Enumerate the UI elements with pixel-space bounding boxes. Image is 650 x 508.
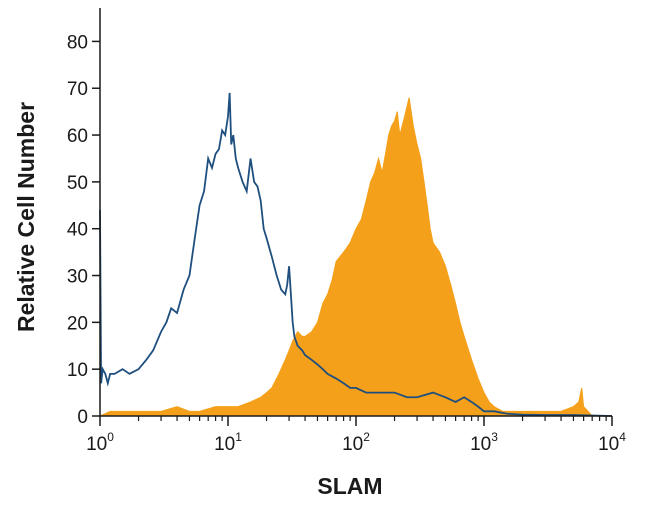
y-tick-label: 30 <box>67 267 88 288</box>
x-tick-label: 101 <box>214 430 242 455</box>
y-tick-label: 70 <box>67 79 88 100</box>
y-tick-label: 60 <box>67 126 88 147</box>
y-tick-label: 20 <box>67 313 88 334</box>
x-axis-title: SLAM <box>317 473 382 499</box>
x-tick-label: 103 <box>470 430 498 455</box>
x-tick-label: 100 <box>86 430 114 455</box>
y-tick-label: 10 <box>67 360 88 381</box>
y-tick-label: 50 <box>67 173 88 194</box>
plot-series <box>99 92 613 417</box>
outline-histogram-series <box>99 92 613 417</box>
x-tick-label: 102 <box>342 430 370 455</box>
y-tick-label: 80 <box>67 32 88 53</box>
filled-histogram-series <box>99 97 612 417</box>
y-tick-label: 40 <box>67 220 88 241</box>
y-axis-title: Relative Cell Number <box>13 102 39 332</box>
x-tick-label: 104 <box>598 430 626 455</box>
x-ticks: 100 101 102 103 104 <box>86 416 626 455</box>
y-tick-label: 0 <box>77 407 88 428</box>
y-ticks: 0 10 20 30 40 50 60 70 80 <box>67 32 100 428</box>
